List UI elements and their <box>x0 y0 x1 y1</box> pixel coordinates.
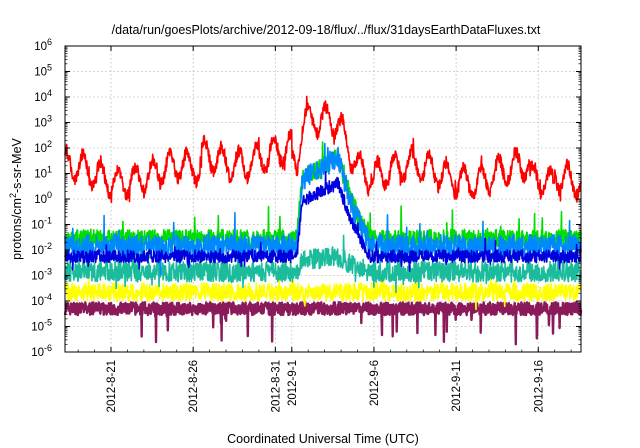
chart-title: /data/run/goesPlots/archive/2012-09-18/f… <box>112 23 541 37</box>
y-tick-exponent: 6 <box>47 37 52 47</box>
x-tick-label: 2012-9-11 <box>451 360 463 412</box>
y-tick-label: 10-1 <box>31 216 52 232</box>
series-line-2 <box>64 234 582 294</box>
y-tick-exponent: 4 <box>47 88 52 98</box>
y-tick-label: 10-3 <box>31 267 52 283</box>
series-line-0 <box>63 301 583 346</box>
y-tick-label: 10-5 <box>31 318 52 334</box>
y-tick-exponent: 5 <box>47 63 52 73</box>
y-tick-label: 100 <box>34 190 52 206</box>
y-tick-exponent: -3 <box>44 267 52 277</box>
x-tick-label: 2012-8-31 <box>270 360 282 412</box>
y-tick-base: 10 <box>31 245 44 257</box>
series-line-1 <box>64 272 582 311</box>
series-line-5 <box>64 171 582 272</box>
y-ticks: 10-610-510-410-310-210-11001011021031041… <box>31 37 581 359</box>
y-tick-exponent: 2 <box>47 139 52 149</box>
y-axis-label: protons/cm2-s-sr-MeV <box>8 137 24 259</box>
y-tick-base: 10 <box>31 271 44 283</box>
y-tick-base: 10 <box>34 194 47 206</box>
y-tick-base: 10 <box>34 67 47 79</box>
x-tick-label: 2012-8-26 <box>188 360 200 412</box>
y-axis-label-main: protons/cm <box>10 198 24 260</box>
y-tick-base: 10 <box>34 118 47 130</box>
y-tick-label: 10-2 <box>31 241 52 257</box>
y-tick-label: 104 <box>34 88 52 104</box>
y-tick-label: 10-6 <box>31 343 52 359</box>
y-tick-exponent: -6 <box>44 343 52 353</box>
x-tick-label: 2012-9-16 <box>533 360 545 412</box>
y-tick-base: 10 <box>34 41 47 53</box>
y-tick-exponent: -5 <box>44 318 52 328</box>
x-tick-label: 2012-9-1 <box>287 360 299 406</box>
x-tick-label: 2012-8-21 <box>106 360 118 412</box>
series-line-6 <box>64 95 582 204</box>
y-tick-base: 10 <box>31 296 44 308</box>
y-tick-exponent: 0 <box>47 190 52 200</box>
y-tick-label: 106 <box>34 37 52 53</box>
y-tick-label: 103 <box>34 114 52 130</box>
y-axis-label-superscript: 2 <box>8 193 18 198</box>
y-tick-base: 10 <box>31 347 44 359</box>
y-axis-label-rest: -s-sr-MeV <box>10 137 24 193</box>
x-axis-label: Coordinated Universal Time (UTC) <box>227 432 419 446</box>
y-tick-label: 105 <box>34 63 52 79</box>
y-tick-base: 10 <box>34 169 47 181</box>
y-tick-exponent: -1 <box>44 216 52 226</box>
x-tick-label: 2012-9-6 <box>369 360 381 406</box>
y-tick-exponent: -4 <box>44 292 52 302</box>
series-lines <box>63 95 583 346</box>
y-tick-label: 102 <box>34 139 52 155</box>
y-tick-label: 101 <box>34 165 52 181</box>
x-ticks: 2012-8-21 2012-8-26 2012-8-31 2012-9-1 2012-… <box>77 46 572 412</box>
y-tick-exponent: -2 <box>44 241 52 251</box>
y-tick-base: 10 <box>31 322 44 334</box>
y-tick-base: 10 <box>34 143 47 155</box>
y-tick-exponent: 1 <box>47 165 52 175</box>
y-tick-base: 10 <box>31 220 44 232</box>
y-tick-base: 10 <box>34 92 47 104</box>
y-tick-label: 10-4 <box>31 292 52 308</box>
y-tick-exponent: 3 <box>47 114 52 124</box>
